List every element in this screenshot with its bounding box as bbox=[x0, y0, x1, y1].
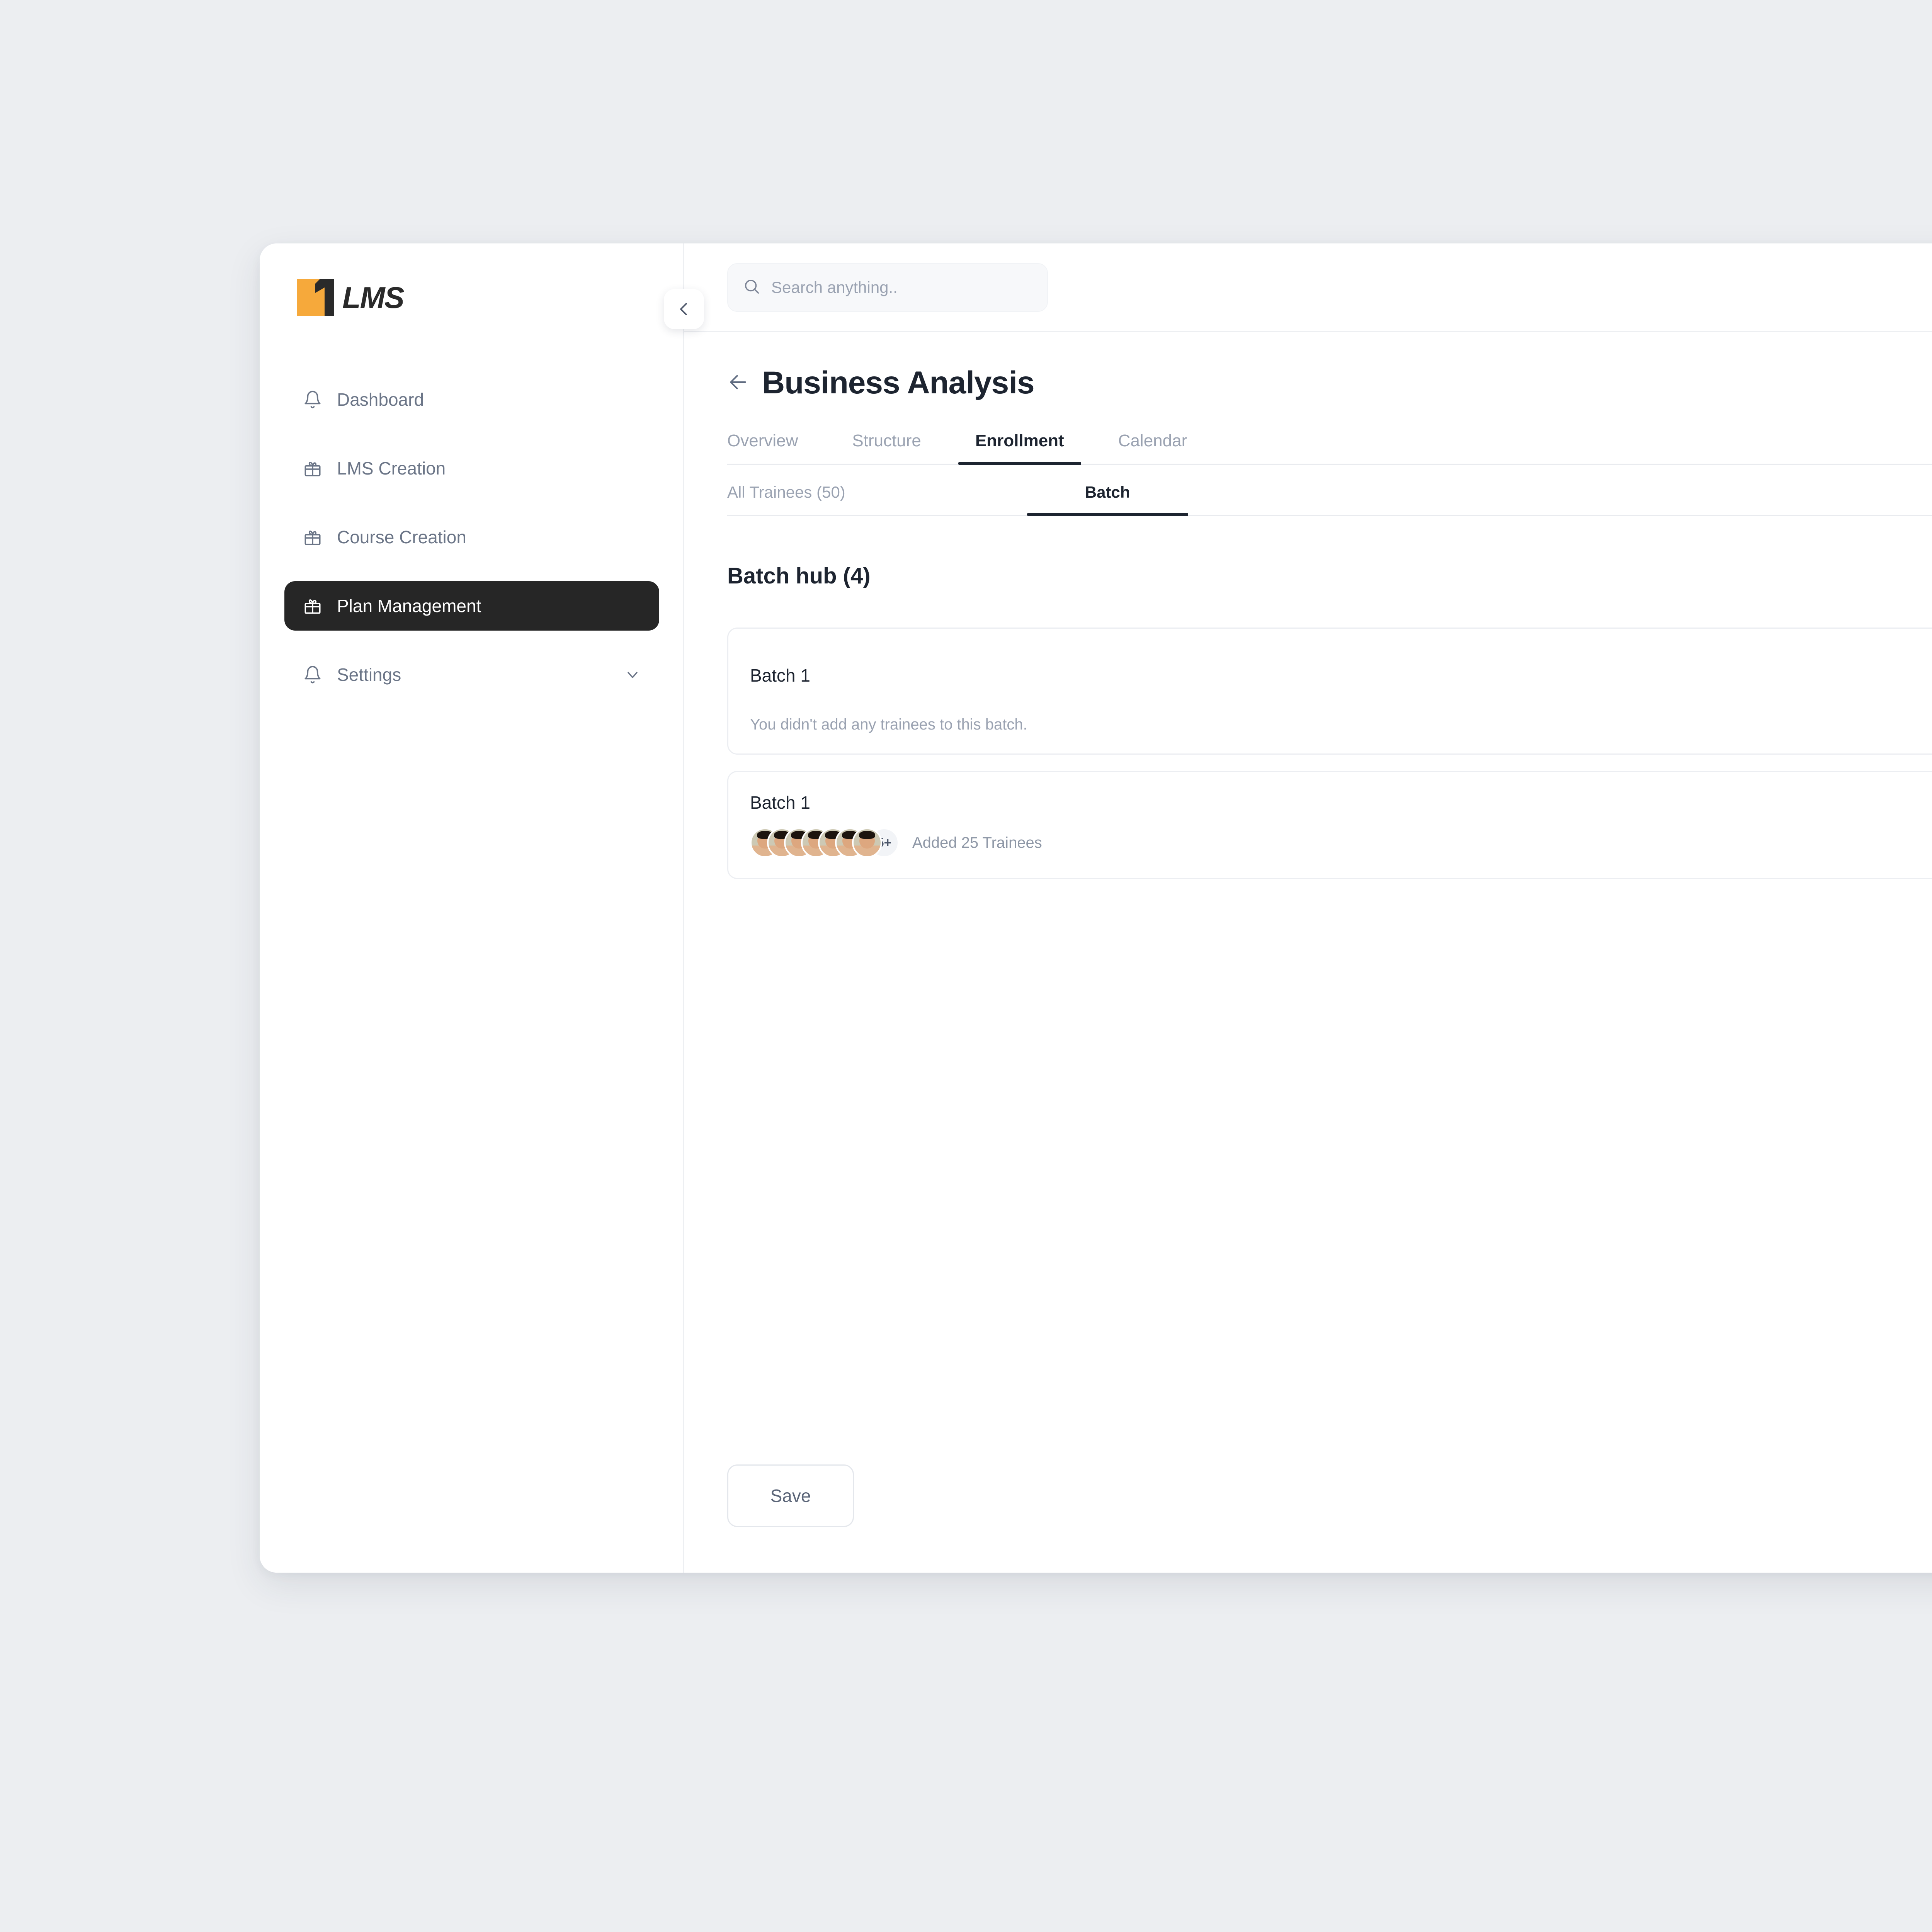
sidebar-item-lms-creation[interactable]: LMS Creation bbox=[284, 444, 659, 493]
sidebar-item-settings[interactable]: Settings bbox=[284, 650, 659, 699]
bell-icon bbox=[302, 664, 323, 685]
gift-icon bbox=[302, 595, 323, 616]
sidebar-item-dashboard[interactable]: Dashboard bbox=[284, 375, 659, 424]
gift-icon bbox=[302, 527, 323, 548]
bell-icon bbox=[302, 389, 323, 410]
body-split: Business Analysis Ownership Overview Str… bbox=[684, 332, 1932, 1573]
logo-one-icon bbox=[315, 279, 334, 316]
sub-tabs: All Trainees (50) Batch bbox=[727, 465, 1932, 516]
app-logo[interactable]: LMS bbox=[297, 279, 405, 316]
sidebar-nav: Dashboard LMS Creation Course Creation P… bbox=[284, 375, 659, 719]
main-column: Search anything.. Neamul Morshed UI bbox=[664, 243, 1932, 1573]
sidebar-item-course-creation[interactable]: Course Creation bbox=[284, 512, 659, 562]
batch-list: Batch 1 Assign Trainees You didn't add a… bbox=[684, 604, 1932, 879]
page-title: Business Analysis bbox=[762, 365, 1035, 400]
content-area: Business Analysis Ownership Overview Str… bbox=[684, 332, 1932, 1573]
sidebar: LMS Dashboard LMS Creation Course Creati… bbox=[260, 243, 684, 1573]
tab-calendar[interactable]: Calendar bbox=[1118, 431, 1187, 464]
back-arrow-icon[interactable] bbox=[727, 371, 749, 395]
chevron-left-icon bbox=[680, 303, 687, 315]
sidebar-collapse-button[interactable] bbox=[664, 289, 704, 329]
batch-card[interactable]: Batch 1 5+ bbox=[727, 771, 1932, 879]
subtab-label: Batch bbox=[1085, 483, 1130, 501]
batch-name: Batch 1 bbox=[750, 793, 810, 813]
subtab-label: All Trainees (50) bbox=[727, 483, 845, 501]
save-button[interactable]: Save bbox=[727, 1464, 854, 1527]
global-search-input[interactable]: Search anything.. bbox=[727, 263, 1048, 312]
member-avatar-stack: 5+ bbox=[750, 828, 899, 858]
sidebar-item-label: Dashboard bbox=[337, 389, 424, 410]
global-search-placeholder: Search anything.. bbox=[771, 278, 898, 296]
gift-icon bbox=[302, 458, 323, 479]
page-header: Business Analysis Ownership bbox=[684, 332, 1932, 401]
avatar bbox=[852, 828, 882, 858]
logo-mark-icon bbox=[297, 279, 334, 316]
batch-members-text: Added 25 Trainees bbox=[912, 834, 1042, 851]
save-row: Save bbox=[684, 1464, 1932, 1573]
tab-label: Structure bbox=[852, 431, 921, 450]
tab-overview[interactable]: Overview bbox=[727, 431, 798, 464]
top-header: Search anything.. Neamul Morshed UI bbox=[684, 243, 1932, 332]
search-icon bbox=[743, 277, 760, 297]
batch-card-header: Batch 1 Assign Trainees bbox=[750, 649, 1932, 702]
tab-label: Enrollment bbox=[975, 431, 1064, 450]
batch-card-header: Batch 1 bbox=[750, 792, 1932, 813]
sidebar-item-label: Settings bbox=[337, 665, 401, 685]
logo-text: LMS bbox=[342, 280, 405, 315]
avatar bbox=[801, 828, 831, 858]
subtab-batch[interactable]: Batch bbox=[1027, 483, 1188, 516]
tab-label: Calendar bbox=[1118, 431, 1187, 450]
main-tabs: Overview Structure Enrollment Calendar bbox=[727, 431, 1932, 465]
chevron-down-icon bbox=[624, 666, 641, 684]
tab-label: Overview bbox=[727, 431, 798, 450]
batch-name: Batch 1 bbox=[750, 665, 810, 685]
batch-empty-text: You didn't add any trainees to this batc… bbox=[750, 716, 1027, 733]
page-title-group: Business Analysis bbox=[727, 365, 1035, 401]
tab-enrollment[interactable]: Enrollment bbox=[958, 431, 1081, 465]
sidebar-item-plan-management[interactable]: Plan Management bbox=[284, 581, 659, 631]
app-window: LMS Dashboard LMS Creation Course Creati… bbox=[260, 243, 1932, 1573]
subtab-all-trainees[interactable]: All Trainees (50) bbox=[727, 483, 845, 515]
sidebar-item-label: Plan Management bbox=[337, 596, 481, 616]
batch-hub-header: Batch hub (4) Add Batch bbox=[684, 516, 1932, 604]
batch-card[interactable]: Batch 1 Assign Trainees You didn't add a… bbox=[727, 628, 1932, 755]
tab-structure[interactable]: Structure bbox=[852, 431, 921, 464]
sidebar-item-label: Course Creation bbox=[337, 527, 466, 547]
batch-hub-title: Batch hub (4) bbox=[727, 563, 871, 588]
sidebar-item-label: LMS Creation bbox=[337, 458, 446, 478]
batch-members: 5+ Added 25 Trainees bbox=[750, 828, 1932, 858]
